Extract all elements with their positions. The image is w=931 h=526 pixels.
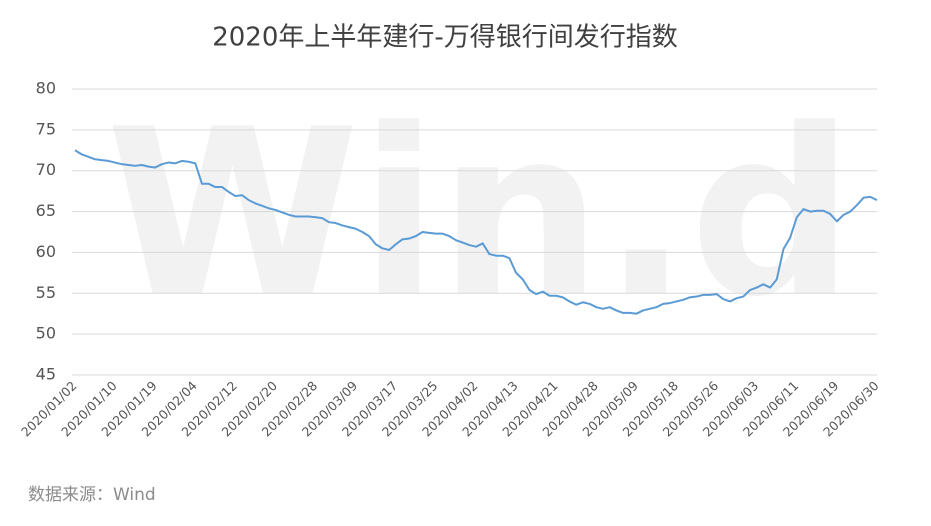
y-tick-label: 75 [36,119,56,138]
y-tick-label: 65 [36,201,56,220]
source-note: 数据来源：Wind [28,485,156,505]
y-tick-label: 70 [36,160,56,179]
y-tick-label: 60 [36,242,56,261]
data-line [74,149,878,315]
y-tick-label: 45 [36,365,56,384]
chart-title: 2020年上半年建行-万得银行间发行指数 [212,23,678,53]
y-tick-label: 80 [36,79,56,98]
y-tick-label: 50 [36,324,56,343]
y-tick-label: 55 [36,283,56,302]
watermark: Win.d [106,81,854,348]
